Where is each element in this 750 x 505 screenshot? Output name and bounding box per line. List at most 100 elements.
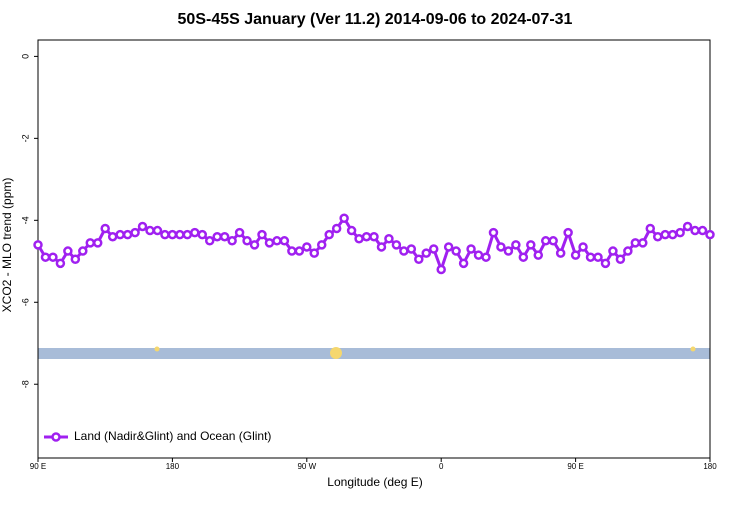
data-point [518,252,529,262]
data-point [638,238,648,248]
legend-label: Land (Nadir&Glint) and Ocean (Glint) [74,429,271,443]
y-tick-label: -6 [20,298,30,306]
data-point [645,223,656,234]
data-point [294,246,305,256]
data-point [70,254,81,264]
data-point [406,244,417,254]
y-tick-label: 0 [20,54,30,59]
data-point [137,221,148,232]
data-point [219,231,230,242]
data-point [585,252,596,262]
data-point [414,254,424,264]
data-point [257,229,267,240]
data-point [190,227,200,238]
data-point [443,242,454,252]
data-point [578,242,588,252]
data-point [511,240,521,250]
y-tick-label: -8 [20,380,30,388]
x-tick-label: 180 [166,462,180,471]
data-point [145,225,155,236]
data-point [331,223,342,234]
data-point [675,227,685,238]
data-point [249,240,260,250]
data-point [391,240,402,250]
data-point [540,236,551,246]
data-point [630,238,641,248]
data-point [690,225,700,236]
x-tick-label: 90 W [297,462,316,471]
data-point [346,225,357,236]
y-axis-label: XCO2 - MLO trend (ppm) [0,178,14,313]
data-point [160,229,170,240]
data-point [234,227,245,238]
strip-marker [690,346,696,352]
data-point [384,234,394,244]
data-point [376,242,387,252]
data-point [660,229,670,240]
data-point [264,238,275,248]
data-point [302,242,312,252]
data-point [122,229,133,240]
data-point [175,229,185,240]
data-point [85,238,96,248]
y-tick-label: -2 [20,134,30,142]
data-point [548,236,558,246]
data-point [623,246,633,256]
data-point [167,229,178,240]
data-point [212,231,222,242]
data-point [204,236,215,246]
data-point [615,254,626,264]
data-point [697,225,708,236]
data-point [316,240,327,250]
data-point [466,244,476,254]
data-point [287,246,297,256]
data-point [130,227,140,238]
x-tick-label: 90 E [567,462,583,471]
x-tick-label: 90 E [30,462,46,471]
data-point [593,252,603,262]
y-tick-label: -4 [20,216,30,224]
data-point [682,221,693,232]
data-point [481,252,491,262]
data-point [324,229,334,240]
data-point [473,250,484,260]
data-point [563,227,573,238]
data-point [458,258,469,269]
data-point [107,231,118,242]
data-point [399,246,409,256]
data-point [55,258,66,269]
data-point [33,240,43,250]
data-point [361,231,372,242]
data-point [115,229,125,240]
data-point [354,234,364,244]
data-point [570,250,581,260]
data-point [555,248,566,258]
data-point [600,258,611,269]
data-point [309,248,320,258]
data-point [197,229,208,240]
data-point [48,252,58,262]
strip-marker [330,347,342,359]
data-point [496,242,506,252]
data-point [339,213,349,224]
map-strip [38,348,710,359]
data-point [421,248,432,258]
data-point [369,231,379,242]
data-point [428,244,439,254]
x-tick-label: 180 [703,462,717,471]
data-point [92,238,103,248]
data-point [182,229,193,240]
data-point [608,246,618,256]
data-point [488,227,499,238]
data-point [100,223,110,234]
data-point [526,240,536,250]
legend-marker [51,432,61,442]
chart-title: 50S-45S January (Ver 11.2) 2014-09-06 to… [178,11,573,28]
data-point [436,264,446,275]
data-point [272,236,282,246]
x-axis-label: Longitude (deg E) [327,475,422,489]
data-point [242,236,252,246]
data-point [533,250,544,260]
data-point [279,236,290,246]
